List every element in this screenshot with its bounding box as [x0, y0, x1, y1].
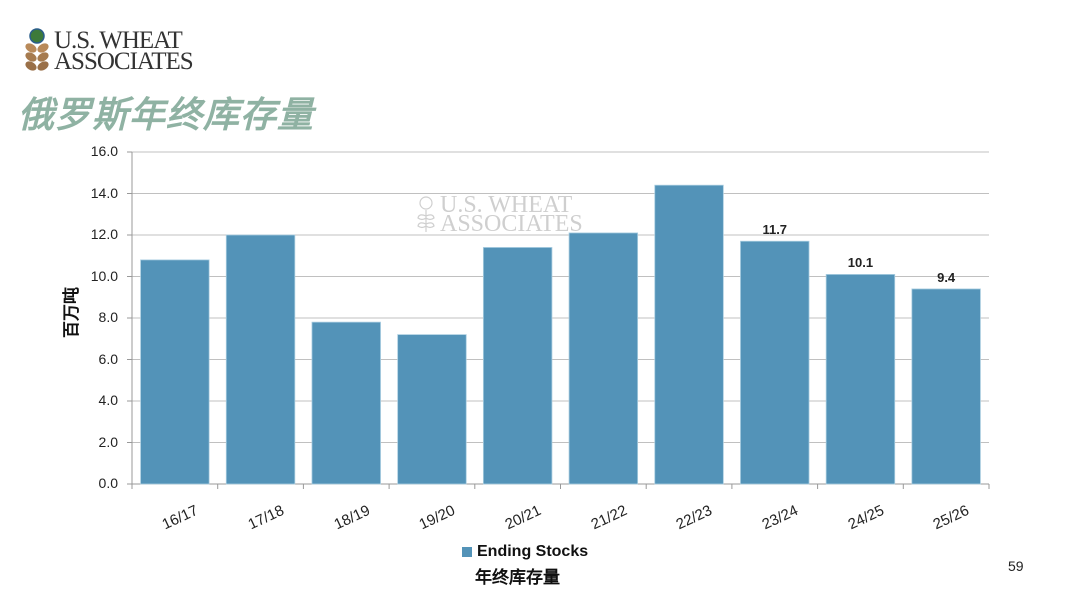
watermark-line-2: ASSOCIATES — [440, 211, 583, 237]
y-tick-label: 6.0 — [98, 350, 118, 367]
chart-legend: Ending Stocks 年终库存量 — [462, 543, 588, 588]
bar-22-23 — [654, 184, 724, 485]
page-number: 59 — [1008, 558, 1024, 574]
bar-24-25 — [825, 274, 896, 485]
watermark-line-1: U.S. WHEAT — [440, 192, 573, 218]
y-tick-label: 14.0 — [90, 184, 118, 201]
usw-logo: U.S. WHEAT ASSOCIATES — [24, 27, 194, 75]
bar-25-26 — [911, 288, 981, 485]
watermark: U.S. WHEAT ASSOCIATES — [416, 192, 583, 237]
y-tick-label: 10.0 — [90, 267, 118, 284]
logo-line-2: ASSOCIATES — [54, 48, 194, 75]
logo-line-1: U.S. WHEAT — [54, 27, 183, 54]
bar-17-18 — [225, 234, 296, 485]
y-tick-label: 16.0 — [90, 143, 118, 159]
y-tick-label: 8.0 — [98, 309, 118, 325]
wheat-globe-icon — [25, 28, 49, 71]
bar-19-20 — [397, 334, 467, 485]
y-tick-label: 4.0 — [98, 392, 118, 408]
bar-data-label: 11.7 — [762, 222, 788, 238]
legend-swatch — [462, 547, 472, 557]
wheat-globe-watermark-icon — [417, 196, 435, 232]
y-axis-label: 百万吨 — [62, 287, 82, 338]
legend-label-en: Ending Stocks — [477, 543, 589, 560]
slide-title: 俄罗斯年终库存量 — [18, 95, 315, 136]
bar-data-label: 10.1 — [847, 255, 874, 271]
legend-label-zh: 年终库存量 — [475, 568, 560, 588]
y-tick-label: 2.0 — [98, 433, 118, 450]
bar-20-21 — [482, 247, 553, 485]
bar-data-label: 9.4 — [937, 269, 956, 285]
bar-16-17 — [140, 259, 210, 485]
bar-21-22 — [568, 232, 639, 485]
y-tick-label: 12.0 — [90, 226, 118, 242]
bar-18-19 — [311, 321, 381, 485]
y-tick-label: 0.0 — [98, 475, 118, 491]
bar-23-24 — [740, 240, 810, 485]
